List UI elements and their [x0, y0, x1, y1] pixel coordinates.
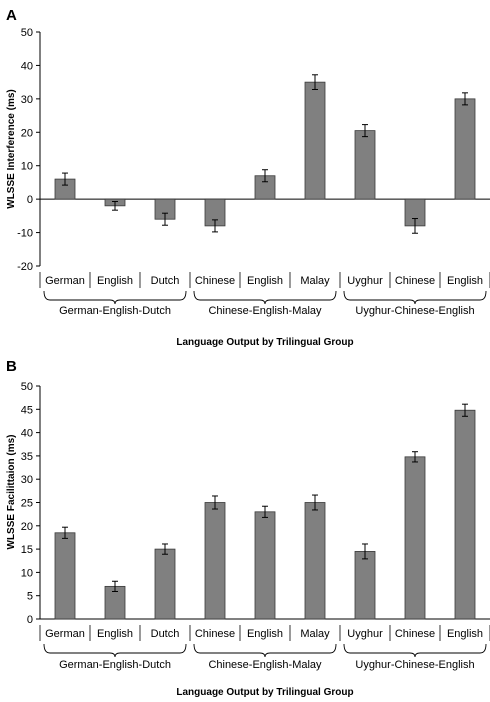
panel-b-error-bar — [162, 543, 168, 555]
panel-a-category-label: Chinese — [395, 275, 435, 287]
panel-b-error-bar — [412, 451, 418, 463]
panel-a-error-bar — [112, 200, 118, 211]
panel-b-y-tick-label: 0 — [27, 614, 33, 626]
panel-a-y-axis-label: WLSSE Interference (ms) — [6, 89, 17, 208]
panel-b-category-label: Chinese — [395, 628, 435, 640]
panel-a-group-label: Chinese-English-Malay — [208, 305, 322, 317]
panel-a-group-bracket — [193, 290, 337, 305]
panel-a-error-bar — [262, 169, 268, 183]
panel-b-error-bar — [262, 505, 268, 518]
panel-a-category-label: English — [97, 275, 133, 287]
panel-b-letter: B — [6, 358, 17, 375]
panel-a-y-tick-label: 20 — [21, 127, 33, 139]
panel-a-category-label: German — [45, 275, 85, 287]
panel-b-y-tick-label: 5 — [27, 591, 33, 603]
panel-a-category-label: English — [247, 275, 283, 287]
panel-b-error-bar — [62, 526, 68, 539]
panel-a-y-tick-label: -10 — [17, 228, 33, 240]
panel-a-category-label: English — [447, 275, 483, 287]
panel-a-category-label: Chinese — [195, 275, 235, 287]
panel-a-error-bar — [412, 218, 418, 234]
panel-a-group-bracket — [43, 290, 187, 305]
panel-b-error-bar — [462, 403, 468, 417]
panel-b-category-label: English — [447, 628, 483, 640]
panel-a-letter: A — [6, 7, 17, 24]
panel-b-bar — [154, 548, 176, 620]
panel-a: A WLSSE Interference (ms) -20 -10 0 10 20 30 4… — [6, 7, 490, 348]
panel-a-group-label: German-English-Dutch — [59, 305, 171, 317]
panel-a-error-bar — [362, 124, 368, 138]
panel-b-y-tick-label: 10 — [21, 567, 33, 579]
panel-a-category-label: Dutch — [151, 275, 180, 287]
panel-a-error-bar — [462, 92, 468, 106]
panel-a-error-bar — [212, 219, 218, 233]
panel-a-bar — [454, 98, 476, 200]
panel-b-bar — [54, 532, 76, 620]
panel-b-y-tick-label: 35 — [21, 451, 33, 463]
panel-b-x-axis-label: Language Output by Trilingual Group — [176, 687, 353, 698]
panel-a-y-tick-label: 10 — [21, 161, 33, 173]
panel-a-group-label: Uyghur-Chinese-English — [355, 305, 474, 317]
panel-b-category-label: German — [45, 628, 85, 640]
panel-a-error-bar — [312, 74, 318, 90]
panel-b-bar — [454, 409, 476, 620]
panel-a-y-tick-label: 50 — [21, 27, 33, 39]
panel-b-y-tick-label: 30 — [21, 474, 33, 486]
panel-b-category-label: English — [247, 628, 283, 640]
panel-b-category-label: Dutch — [151, 628, 180, 640]
panel-b-error-bar — [362, 543, 368, 560]
panel-a-y-tick-label: -20 — [17, 261, 33, 273]
panel-b-error-bar — [112, 580, 118, 593]
panel-a-bar — [354, 130, 376, 200]
panel-b: B WLSSE Facilittaion (ms) 0 5 10 15 20 25 30 35… — [6, 358, 490, 698]
panel-a-y-tick-label: 30 — [21, 94, 33, 106]
panel-b-y-tick-label: 50 — [21, 381, 33, 393]
panel-b-category-label: Uyghur — [347, 628, 383, 640]
panel-a-category-label: Uyghur — [347, 275, 383, 287]
panel-b-group-bracket — [43, 643, 187, 658]
panel-b-error-bar — [212, 495, 218, 510]
panel-b-y-tick-label: 15 — [21, 544, 33, 556]
panel-b-bar — [254, 511, 276, 620]
panel-a-group-bracket — [343, 290, 487, 305]
panel-a-y-tick-label: 0 — [27, 194, 33, 206]
panel-b-category-label: Chinese — [195, 628, 235, 640]
panel-a-category-label: Malay — [300, 275, 330, 287]
panel-b-error-bar — [312, 494, 318, 511]
panel-b-group-label: Chinese-English-Malay — [208, 659, 322, 671]
panel-b-bar — [354, 551, 376, 620]
panel-b-bar — [404, 456, 426, 620]
panel-b-y-tick-label: 45 — [21, 404, 33, 416]
panel-b-y-tick-label: 25 — [21, 498, 33, 510]
panel-b-category-label: Malay — [300, 628, 330, 640]
panel-b-category-label: English — [97, 628, 133, 640]
panel-b-y-tick-label: 40 — [21, 428, 33, 440]
panel-b-group-label: Uyghur-Chinese-English — [355, 659, 474, 671]
panel-b-y-axis-label: WLSSE Facilittaion (ms) — [6, 434, 17, 549]
panel-a-bar — [304, 81, 326, 200]
panel-b-bar — [304, 502, 326, 620]
panel-b-y-tick-label: 20 — [21, 521, 33, 533]
panel-a-error-bar — [162, 212, 168, 226]
panel-a-y-tick-label: 40 — [21, 60, 33, 72]
panel-b-group-bracket — [193, 643, 337, 658]
panel-a-error-bar — [62, 172, 68, 186]
panel-b-plot: 0 5 10 15 20 25 30 35 40 45 50 German English Dutch Ch… — [21, 381, 490, 671]
panel-b-group-bracket — [343, 643, 487, 658]
panel-a-x-axis-label: Language Output by Trilingual Group — [176, 337, 353, 348]
panel-b-group-label: German-English-Dutch — [59, 659, 171, 671]
panel-b-bar — [204, 502, 226, 620]
panel-a-plot: -20 -10 0 10 20 30 40 50 German English Dutch Chine… — [17, 27, 490, 317]
